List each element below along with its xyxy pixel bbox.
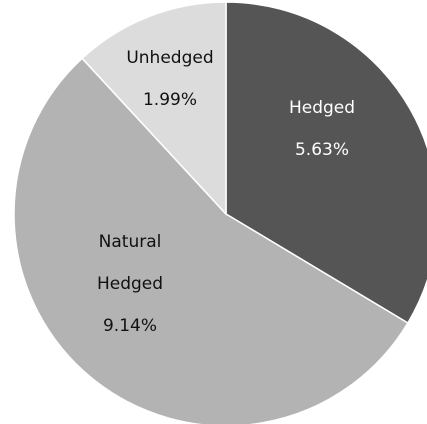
slice-name-label: Unhedged — [126, 48, 213, 68]
pie-slice — [81, 1, 227, 216]
slice-name-label: Hedged — [289, 98, 355, 118]
slice-value-label: 9.14% — [103, 316, 157, 336]
pie-slice — [13, 57, 409, 424]
slice-name-label: Hedged — [97, 274, 163, 294]
pie-slice — [225, 1, 427, 324]
slice-value-label: 5.63% — [295, 140, 349, 160]
pie-labels: Hedged 5.63% Natural Hedged 9.14% Unhedged 1.9… — [97, 48, 355, 336]
pie-slices — [13, 1, 427, 424]
slice-value-label: 1.99% — [143, 90, 197, 110]
slice-name-label: Natural — [99, 232, 162, 252]
